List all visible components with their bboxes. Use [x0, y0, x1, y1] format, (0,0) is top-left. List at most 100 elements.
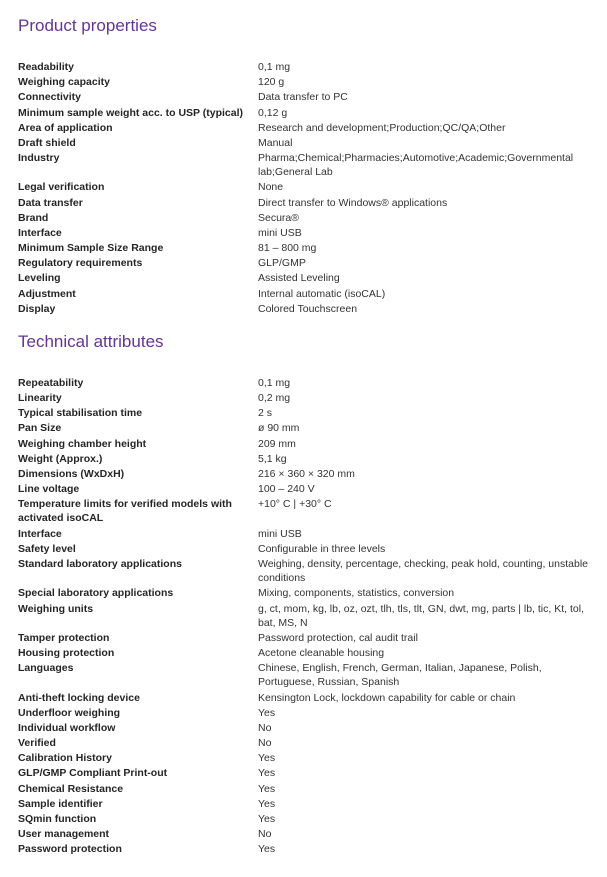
technical-value: Weighing, density, percentage, checking,…: [258, 557, 589, 585]
technical-row: Weighing chamber height209 mm: [18, 437, 589, 451]
technical-value: Acetone cleanable housing: [258, 646, 589, 660]
product-properties-title: Product properties: [18, 16, 589, 36]
technical-row: VerifiedNo: [18, 736, 589, 750]
technical-row: Typical stabilisation time2 s: [18, 406, 589, 420]
product-label: Regulatory requirements: [18, 256, 258, 270]
product-value: Manual: [258, 136, 589, 150]
technical-row: Special laboratory applicationsMixing, c…: [18, 586, 589, 600]
product-value: Direct transfer to Windows® applications: [258, 196, 589, 210]
product-row: Regulatory requirementsGLP/GMP: [18, 256, 589, 270]
technical-row: Temperature limits for verified models w…: [18, 497, 589, 525]
technical-label: Weighing units: [18, 602, 258, 616]
technical-label: Weighing chamber height: [18, 437, 258, 451]
technical-value: Password protection, cal audit trail: [258, 631, 589, 645]
product-value: 0,12 g: [258, 106, 589, 120]
technical-label: Pan Size: [18, 421, 258, 435]
technical-value: 216 × 360 × 320 mm: [258, 467, 589, 481]
product-row: DisplayColored Touchscreen: [18, 302, 589, 316]
product-label: Leveling: [18, 271, 258, 285]
product-row: IndustryPharma;Chemical;Pharmacies;Autom…: [18, 151, 589, 179]
product-label: Draft shield: [18, 136, 258, 150]
technical-attributes-section: Technical attributes Repeatability0,1 mg…: [18, 332, 589, 857]
technical-value: 0,2 mg: [258, 391, 589, 405]
product-value: 120 g: [258, 75, 589, 89]
technical-label: Password protection: [18, 842, 258, 856]
technical-label: Standard laboratory applications: [18, 557, 258, 571]
product-row: Legal verificationNone: [18, 180, 589, 194]
product-label: Minimum sample weight acc. to USP (typic…: [18, 106, 258, 120]
technical-value: No: [258, 721, 589, 735]
technical-row: Pan Sizeø 90 mm: [18, 421, 589, 435]
product-row: Interfacemini USB: [18, 226, 589, 240]
product-row: ConnectivityData transfer to PC: [18, 90, 589, 104]
technical-row: Weighing unitsg, ct, mom, kg, lb, oz, oz…: [18, 602, 589, 630]
product-properties-list: Readability0,1 mgWeighing capacity120 gC…: [18, 60, 589, 316]
technical-value: Kensington Lock, lockdown capability for…: [258, 691, 589, 705]
technical-row: LanguagesChinese, English, French, Germa…: [18, 661, 589, 689]
technical-value: Yes: [258, 797, 589, 811]
technical-label: Repeatability: [18, 376, 258, 390]
technical-row: Line voltage100 – 240 V: [18, 482, 589, 496]
technical-label: Sample identifier: [18, 797, 258, 811]
technical-label: Dimensions (WxDxH): [18, 467, 258, 481]
technical-row: Anti-theft locking deviceKensington Lock…: [18, 691, 589, 705]
product-label: Legal verification: [18, 180, 258, 194]
technical-value: Yes: [258, 751, 589, 765]
technical-value: Yes: [258, 812, 589, 826]
product-label: Data transfer: [18, 196, 258, 210]
product-row: AdjustmentInternal automatic (isoCAL): [18, 287, 589, 301]
product-value: GLP/GMP: [258, 256, 589, 270]
technical-value: Configurable in three levels: [258, 542, 589, 556]
product-value: 0,1 mg: [258, 60, 589, 74]
technical-value: Yes: [258, 782, 589, 796]
technical-row: Interfacemini USB: [18, 527, 589, 541]
technical-row: Repeatability0,1 mg: [18, 376, 589, 390]
product-value: Pharma;Chemical;Pharmacies;Automotive;Ac…: [258, 151, 589, 179]
technical-value: 209 mm: [258, 437, 589, 451]
product-value: Data transfer to PC: [258, 90, 589, 104]
technical-row: Housing protectionAcetone cleanable hous…: [18, 646, 589, 660]
technical-value: No: [258, 827, 589, 841]
product-label: Weighing capacity: [18, 75, 258, 89]
product-label: Minimum Sample Size Range: [18, 241, 258, 255]
product-label: Display: [18, 302, 258, 316]
product-label: Connectivity: [18, 90, 258, 104]
technical-value: Yes: [258, 842, 589, 856]
technical-row: SQmin functionYes: [18, 812, 589, 826]
technical-row: Individual workflowNo: [18, 721, 589, 735]
technical-value: ø 90 mm: [258, 421, 589, 435]
technical-label: Calibration History: [18, 751, 258, 765]
technical-row: Chemical ResistanceYes: [18, 782, 589, 796]
technical-row: GLP/GMP Compliant Print-outYes: [18, 766, 589, 780]
technical-label: Tamper protection: [18, 631, 258, 645]
product-label: Industry: [18, 151, 258, 165]
product-row: Readability0,1 mg: [18, 60, 589, 74]
technical-label: Housing protection: [18, 646, 258, 660]
product-value: 81 – 800 mg: [258, 241, 589, 255]
product-value: mini USB: [258, 226, 589, 240]
technical-label: Anti-theft locking device: [18, 691, 258, 705]
technical-label: Special laboratory applications: [18, 586, 258, 600]
product-label: Interface: [18, 226, 258, 240]
product-row: Data transferDirect transfer to Windows®…: [18, 196, 589, 210]
product-row: Weighing capacity120 g: [18, 75, 589, 89]
technical-label: Temperature limits for verified models w…: [18, 497, 258, 525]
technical-row: Password protectionYes: [18, 842, 589, 856]
product-properties-section: Product properties Readability0,1 mgWeig…: [18, 16, 589, 316]
technical-value: mini USB: [258, 527, 589, 541]
product-label: Area of application: [18, 121, 258, 135]
technical-label: Underfloor weighing: [18, 706, 258, 720]
product-label: Brand: [18, 211, 258, 225]
technical-row: Linearity0,2 mg: [18, 391, 589, 405]
product-label: Adjustment: [18, 287, 258, 301]
product-row: Minimum sample weight acc. to USP (typic…: [18, 106, 589, 120]
technical-row: Underfloor weighingYes: [18, 706, 589, 720]
product-value: Internal automatic (isoCAL): [258, 287, 589, 301]
technical-row: Safety levelConfigurable in three levels: [18, 542, 589, 556]
technical-label: Weight (Approx.): [18, 452, 258, 466]
product-row: Draft shieldManual: [18, 136, 589, 150]
product-row: BrandSecura®: [18, 211, 589, 225]
technical-row: Sample identifierYes: [18, 797, 589, 811]
product-value: Colored Touchscreen: [258, 302, 589, 316]
technical-row: Standard laboratory applicationsWeighing…: [18, 557, 589, 585]
